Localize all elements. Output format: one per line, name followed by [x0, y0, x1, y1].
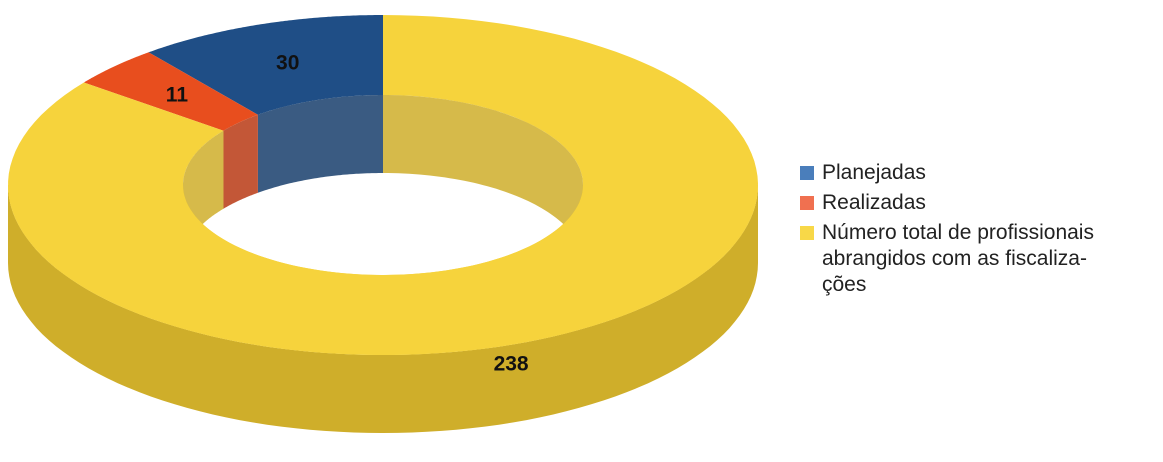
legend-swatch-total-profissionais [800, 226, 814, 240]
legend-swatch-planejadas [800, 166, 814, 180]
legend-item-total-profissionais: Número total de profissionais abrangidos… [800, 220, 1160, 298]
slice-front-total-profissionais [8, 185, 758, 355]
data-labels: 30 11 238 [166, 51, 529, 375]
legend-item-realizadas: Realizadas [800, 190, 1160, 216]
legend-swatch-realizadas [800, 196, 814, 210]
chart-legend: Planejadas Realizadas Número total de pr… [800, 160, 1160, 302]
outer-wall-total-profissionais [8, 185, 758, 433]
legend-label-planejadas: Planejadas [822, 161, 926, 184]
data-label-total-profissionais: 238 [494, 352, 529, 375]
donut-layer [8, 15, 759, 433]
data-label-planejadas: 30 [276, 51, 299, 74]
legend-label-realizadas: Realizadas [822, 191, 926, 214]
legend-label-total-profissionais: Número total de profissionais abrangidos… [822, 221, 1094, 296]
data-label-realizadas: 11 [166, 83, 189, 106]
inner-wall-planejadas-0 [257, 95, 383, 193]
slice-planejadas [148, 15, 383, 115]
inner-wall-realizadas-0 [223, 114, 258, 209]
legend-item-planejadas: Planejadas [800, 160, 1160, 186]
slice-realizadas [83, 52, 258, 131]
inner-wall-total-profissionais-1 [383, 95, 583, 263]
